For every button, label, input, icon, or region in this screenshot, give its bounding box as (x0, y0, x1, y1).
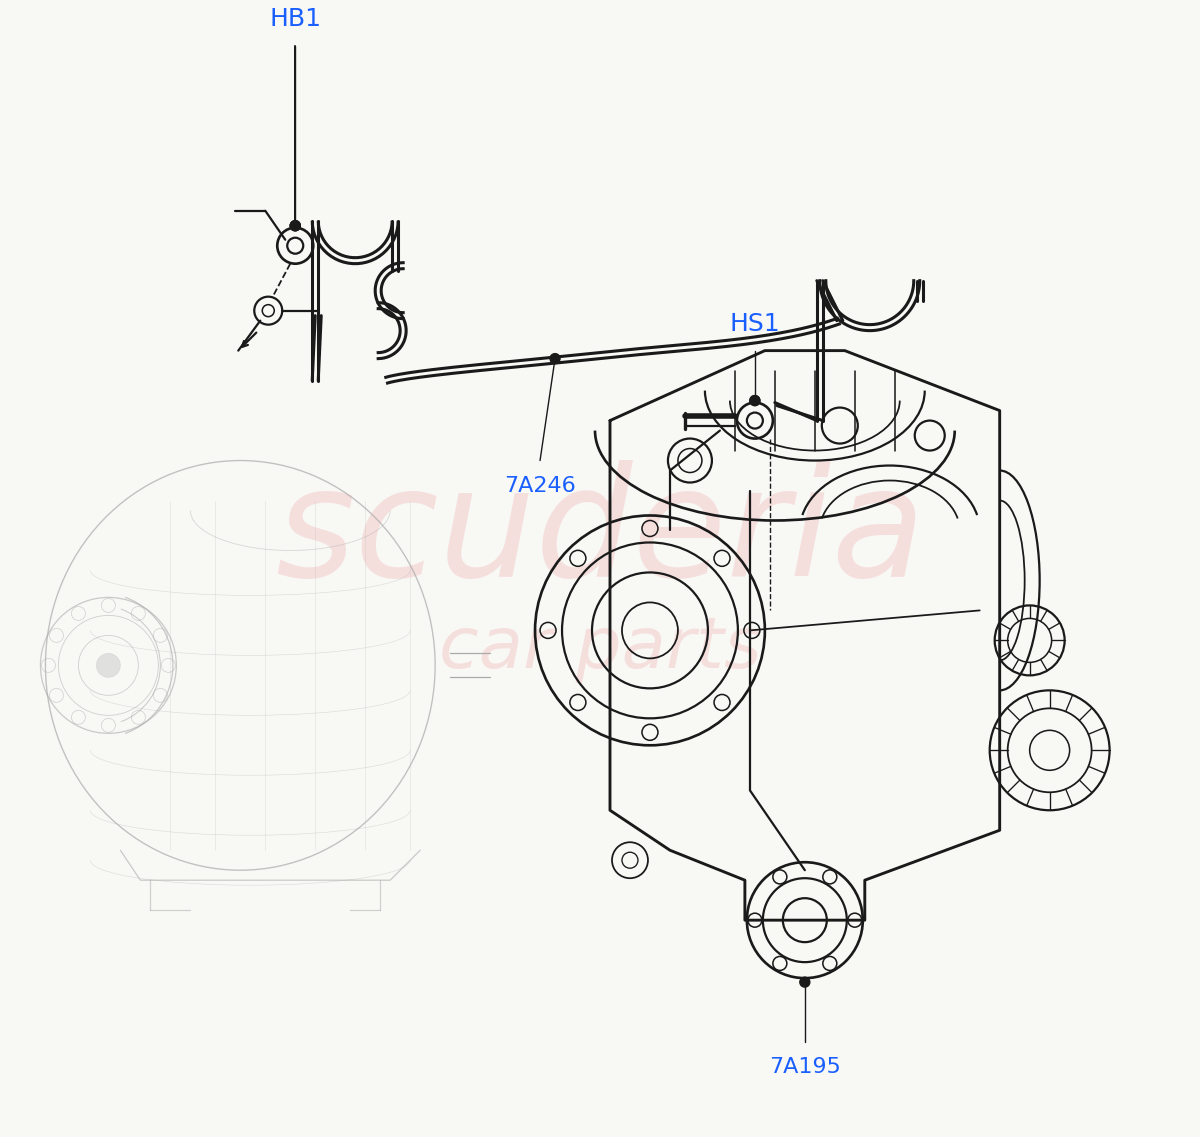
Circle shape (290, 221, 300, 231)
Circle shape (290, 221, 300, 231)
Circle shape (750, 396, 760, 406)
Circle shape (750, 396, 760, 406)
Text: car parts: car parts (439, 614, 761, 683)
Text: HS1: HS1 (730, 312, 780, 335)
Text: 7A246: 7A246 (504, 475, 576, 496)
Text: scuderia: scuderia (275, 460, 925, 609)
Text: 7A195: 7A195 (769, 1057, 841, 1077)
Text: HB1: HB1 (269, 7, 322, 31)
Circle shape (550, 354, 560, 364)
Circle shape (96, 654, 120, 678)
Circle shape (290, 221, 300, 231)
Circle shape (800, 977, 810, 987)
